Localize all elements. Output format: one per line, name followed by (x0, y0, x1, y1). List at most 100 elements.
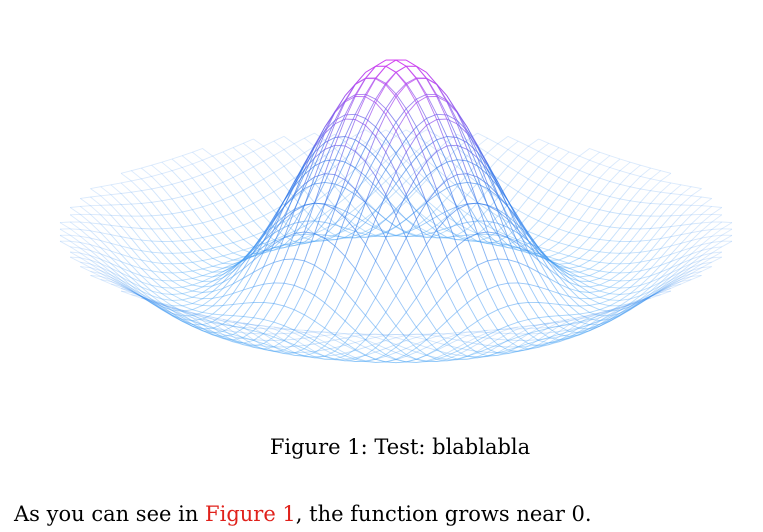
mesh-line (151, 261, 163, 273)
mesh-line (640, 259, 651, 263)
mesh-line (395, 65, 407, 73)
mesh-line (528, 145, 539, 152)
mesh-line (467, 349, 478, 352)
mesh-line (222, 303, 234, 306)
mesh-line (171, 314, 183, 322)
mesh-line (711, 256, 723, 263)
mesh-line (497, 184, 509, 208)
mesh-line (182, 261, 193, 264)
mesh-line (151, 301, 163, 309)
mesh-line (640, 295, 651, 302)
mesh-line (426, 233, 437, 239)
mesh-line (660, 215, 672, 228)
mesh-line (121, 290, 132, 293)
mesh-line (548, 155, 560, 162)
mesh-line (446, 333, 458, 339)
mesh-line (477, 165, 489, 189)
mesh-line (273, 336, 285, 342)
mesh-line (518, 261, 529, 268)
mesh-line (558, 216, 570, 230)
mesh-line (507, 206, 519, 230)
mesh-line (355, 218, 366, 226)
mesh-line (660, 182, 672, 193)
mesh-line (365, 326, 376, 341)
mesh-line (395, 135, 407, 144)
mesh-line (528, 250, 539, 257)
mesh-line (517, 210, 529, 217)
mesh-line (507, 350, 519, 355)
mesh-line (385, 355, 397, 361)
mesh-line (202, 314, 213, 320)
mesh-line (701, 235, 712, 246)
mesh-line (202, 234, 213, 239)
mesh-line (243, 271, 254, 279)
mesh-line (263, 346, 274, 350)
mesh-line (253, 319, 264, 332)
mesh-line (568, 216, 580, 221)
mesh-line (487, 241, 498, 244)
mesh-line (589, 209, 600, 224)
mesh-line (304, 329, 315, 333)
mesh-line (110, 257, 122, 269)
mesh-line (426, 360, 437, 362)
mesh-line (477, 157, 489, 185)
mesh-line (90, 244, 101, 249)
mesh-line (365, 78, 376, 97)
mesh-line (385, 325, 397, 339)
mesh-line (660, 245, 672, 250)
mesh-line (141, 259, 152, 272)
mesh-line (680, 247, 692, 252)
mesh-line (538, 327, 549, 334)
mesh-line (426, 346, 437, 351)
mesh-line (579, 186, 590, 191)
figure-reference-link[interactable]: Figure 1 (205, 502, 296, 526)
mesh-line (314, 320, 325, 329)
mesh-line (151, 300, 163, 307)
mesh-line (232, 334, 244, 338)
mesh-line (355, 360, 366, 362)
mesh-line (528, 250, 539, 257)
mesh-line (670, 257, 682, 269)
mesh-line (701, 221, 712, 224)
mesh-line (538, 172, 550, 186)
mesh-line (161, 308, 173, 316)
mesh-line (202, 219, 213, 224)
mesh-line (456, 174, 468, 187)
mesh-line (100, 232, 111, 236)
mesh-line (375, 219, 387, 229)
mesh-line (548, 262, 560, 277)
mesh-line (344, 320, 356, 331)
mesh-line (569, 316, 580, 320)
mesh-line (375, 98, 387, 110)
mesh-line (181, 313, 193, 322)
mesh-line (202, 174, 214, 187)
mesh-line (416, 343, 427, 348)
mesh-line (293, 183, 305, 212)
mesh-line (487, 344, 498, 350)
mesh-line (130, 191, 142, 204)
mesh-line (405, 297, 417, 313)
mesh-line (701, 261, 712, 265)
mesh-line (477, 265, 489, 290)
mesh-line (171, 299, 183, 301)
mesh-line (80, 257, 91, 265)
mesh-line (202, 327, 213, 335)
mesh-line (609, 309, 621, 317)
mesh-line (181, 181, 193, 194)
mesh-line (507, 172, 519, 186)
mesh-line (528, 327, 539, 330)
mesh-line (314, 220, 325, 223)
mesh-line (466, 327, 478, 341)
mesh-line (192, 325, 203, 332)
mesh-line (517, 178, 529, 192)
mesh-line (609, 272, 621, 281)
mesh-line (151, 240, 163, 254)
mesh-line (528, 302, 539, 318)
mesh-line (100, 258, 112, 264)
mesh-line (589, 260, 600, 263)
mesh-line (660, 276, 672, 287)
mesh-line (314, 204, 326, 234)
mesh-line (680, 204, 692, 216)
mesh-line (293, 346, 305, 353)
mesh-line (120, 287, 132, 293)
